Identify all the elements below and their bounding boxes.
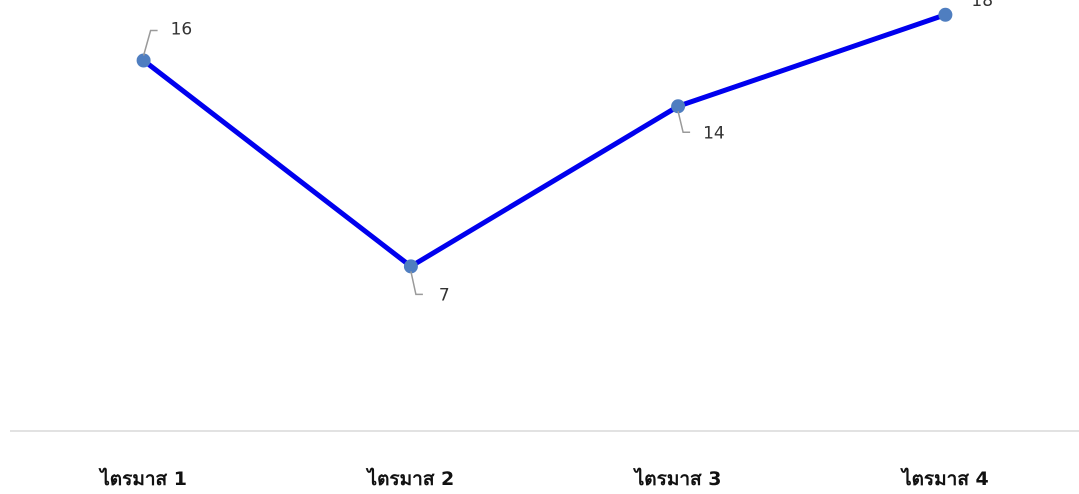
data-point-4[interactable] xyxy=(938,7,953,22)
series-line xyxy=(141,12,948,269)
data-label-2: 7 xyxy=(439,285,450,305)
leader-line-1 xyxy=(142,29,158,56)
data-labels-layer: 16 7 14 18 xyxy=(142,0,993,305)
x-tick-label-3: ไตรมาส 3 xyxy=(633,467,722,490)
x-tick-label-2: ไตรมาส 2 xyxy=(366,467,455,490)
x-tick-labels-layer: ไตรมาส 1 ไตรมาส 2 ไตรมาส 3 ไตรมาส 4 xyxy=(98,467,989,490)
data-point-1[interactable] xyxy=(136,53,151,68)
data-point-2[interactable] xyxy=(403,259,418,274)
data-label-4: 18 xyxy=(971,0,993,11)
data-label-3: 14 xyxy=(703,123,725,143)
data-label-1: 16 xyxy=(171,20,193,40)
leader-line-3 xyxy=(677,111,691,134)
x-tick-label-4: ไตรมาส 4 xyxy=(900,467,989,490)
x-tick-label-1: ไตรมาส 1 xyxy=(98,467,187,490)
series-layer xyxy=(136,7,953,274)
data-point-3[interactable] xyxy=(671,99,686,114)
leader-line-2 xyxy=(410,271,423,296)
